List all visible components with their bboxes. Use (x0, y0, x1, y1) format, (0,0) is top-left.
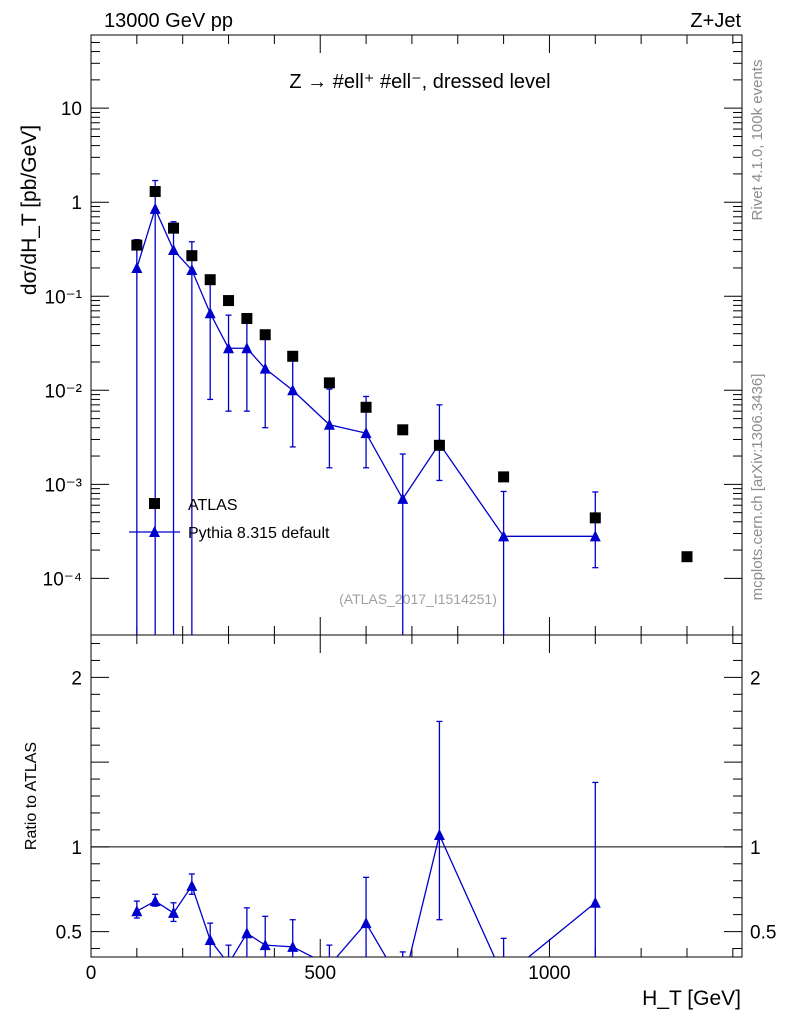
atlas-point (681, 551, 693, 563)
main-y-axis-title-text: dσ/dH_T [pb/GeV] (18, 125, 41, 295)
ratio-x-tick-label: 1000 (528, 963, 570, 984)
legend-atlas-marker (149, 498, 160, 509)
ratio-point (241, 927, 253, 939)
main-axis-ticks: 10 1 10⁻¹ 10⁻² 10⁻³ 10⁻⁴ (43, 34, 742, 635)
pythia-point (397, 492, 409, 504)
atlas-point (287, 350, 299, 362)
pythia-point (323, 418, 335, 430)
plot-title: Z → #ell⁺ #ell⁻, dressed level (289, 71, 550, 93)
atlas-point (186, 250, 198, 262)
atlas-point (223, 295, 235, 307)
atlas-point (397, 424, 409, 436)
ratio-point (131, 905, 143, 917)
main-y-tick-label: 1 (71, 193, 82, 214)
pythia-point (241, 342, 253, 354)
main-y-tick-label: 10⁻³ (45, 475, 83, 496)
pythia-point (287, 384, 299, 396)
x-axis-title: H_T [GeV] (642, 987, 741, 1010)
main-series-group (131, 179, 693, 635)
ratio-point (433, 828, 445, 840)
ratio-series-group (131, 720, 601, 957)
ratio-y-tick-label-left: 2 (71, 668, 82, 689)
atlas-point (149, 186, 161, 198)
ratio-point (589, 896, 601, 908)
main-y-tick-label: 10 (61, 99, 82, 120)
pythia-point (360, 427, 372, 439)
atlas-point (204, 274, 216, 286)
pythia-series-line (136, 207, 596, 537)
legend-pythia-label: Pythia 8.315 default (188, 525, 330, 542)
ratio-x-tick-label: 500 (304, 963, 336, 984)
ratio-y-tick-label-left: 0.5 (56, 923, 82, 944)
pythia-point (498, 530, 510, 542)
ratio-x-tick-label: 0 (86, 963, 97, 984)
main-y-tick-label: 10⁻² (45, 381, 83, 402)
pythia-point (223, 342, 235, 354)
ratio-point (149, 895, 161, 907)
pythia-point (204, 307, 216, 319)
atlas-point (498, 471, 510, 483)
ratio-point (204, 934, 216, 946)
ratio-plot-frame (90, 634, 743, 958)
atlas-point (259, 329, 271, 341)
ratio-point (360, 917, 372, 929)
analysis-id: (ATLAS_2017_I1514251) (339, 591, 497, 607)
atlas-point (360, 401, 372, 413)
pythia-point (168, 244, 180, 256)
legend-pythia-marker (149, 526, 160, 537)
atlas-point (131, 239, 143, 251)
main-y-tick-label: 10⁻⁴ (43, 569, 82, 590)
pythia-point (131, 261, 143, 273)
rivet-label: Rivet 4.1.0, 100k events (749, 60, 766, 221)
ratio-point (259, 939, 271, 951)
pythia-point (259, 362, 271, 374)
atlas-point (433, 439, 445, 451)
process-label: Z+Jet (690, 10, 741, 32)
atlas-point (589, 512, 601, 524)
pythia-point (589, 530, 601, 542)
ratio-point (186, 879, 198, 891)
atlas-point (168, 222, 180, 234)
ratio-y-tick-label-left: 1 (71, 838, 82, 859)
energy-label: 13000 GeV pp (104, 10, 233, 32)
mcplots-label: mcplots.cern.ch [arXiv:1306.3436] (749, 374, 766, 601)
ratio-point (168, 906, 180, 918)
legend: ATLAS Pythia 8.315 default (129, 497, 330, 542)
pythia-point (186, 264, 198, 276)
atlas-point (323, 377, 335, 389)
ratio-y-tick-label-right: 2 (750, 668, 761, 689)
pythia-point (149, 202, 161, 214)
ratio-y-axis-title: Ratio to ATLAS (23, 742, 40, 850)
main-y-tick-label: 10⁻¹ (45, 287, 83, 308)
ratio-point (287, 940, 299, 952)
main-y-axis-title: dσ/dH_T [pb/GeV] (18, 125, 41, 295)
ratio-y-tick-label-right: 0.5 (750, 923, 776, 944)
main-plot-frame (90, 34, 743, 636)
atlas-point (241, 313, 253, 325)
legend-atlas-label: ATLAS (188, 497, 238, 514)
ratio-y-tick-label-right: 1 (750, 838, 761, 859)
